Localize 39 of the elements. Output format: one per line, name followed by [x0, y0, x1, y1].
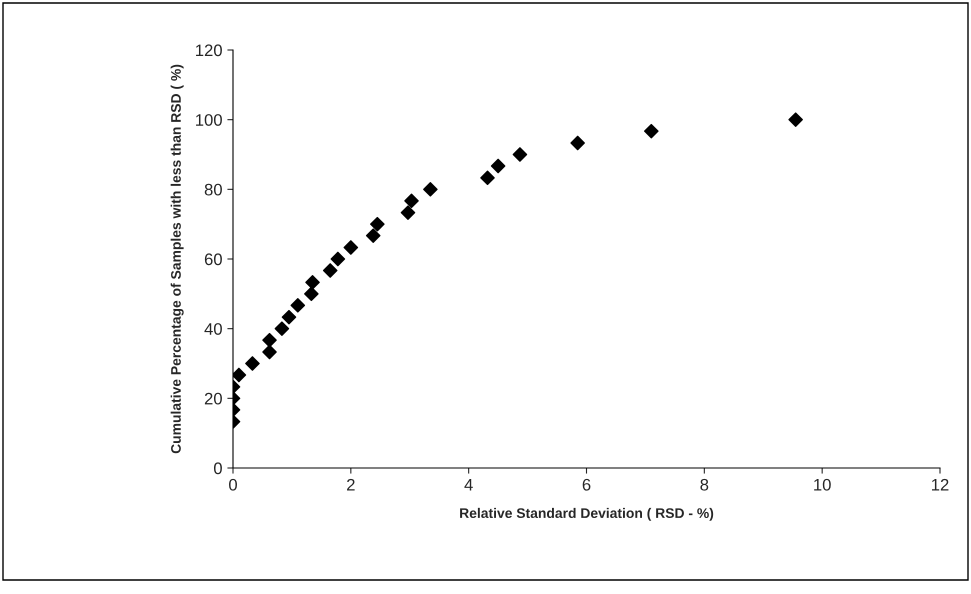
point	[400, 205, 416, 220]
y-tick-label: 100	[196, 114, 222, 126]
y-tick-label: 0	[214, 462, 222, 474]
point	[262, 332, 277, 348]
x-tick-label: 4	[464, 479, 473, 490]
point	[322, 263, 338, 278]
point	[344, 240, 358, 255]
point	[490, 158, 506, 174]
y-tick-label: 60	[204, 253, 222, 266]
point	[233, 368, 246, 382]
point	[304, 286, 319, 302]
y-tick-label: 80	[204, 184, 222, 196]
point	[330, 252, 346, 266]
point	[423, 182, 438, 197]
point	[644, 124, 659, 138]
point	[512, 147, 528, 162]
x-tick-label: 6	[582, 478, 590, 491]
y-tick-label: 120	[196, 44, 222, 56]
x-tick-label: 0	[229, 478, 237, 491]
x-tick-label: 8	[700, 478, 708, 491]
x-tick-label: 10	[814, 478, 831, 491]
point	[788, 112, 803, 127]
x-axis-title: Relative Standard Deviation ( RSD - %)	[460, 508, 714, 521]
y-tick-label: 40	[204, 323, 222, 335]
y-axis-title: Cumulative Percentage of Samples with less than RSD ( %)	[170, 64, 184, 454]
point	[366, 228, 381, 243]
point	[245, 356, 260, 371]
point	[262, 344, 277, 360]
point	[274, 321, 290, 336]
point	[305, 275, 320, 290]
x-tick-label: 2	[347, 478, 355, 490]
point	[480, 170, 495, 186]
point	[370, 216, 385, 232]
point	[570, 136, 585, 150]
point	[282, 310, 296, 324]
y-tick-label: 20	[204, 392, 222, 405]
x-tick-label: 12	[932, 478, 948, 490]
point	[290, 298, 306, 313]
point	[404, 194, 419, 208]
